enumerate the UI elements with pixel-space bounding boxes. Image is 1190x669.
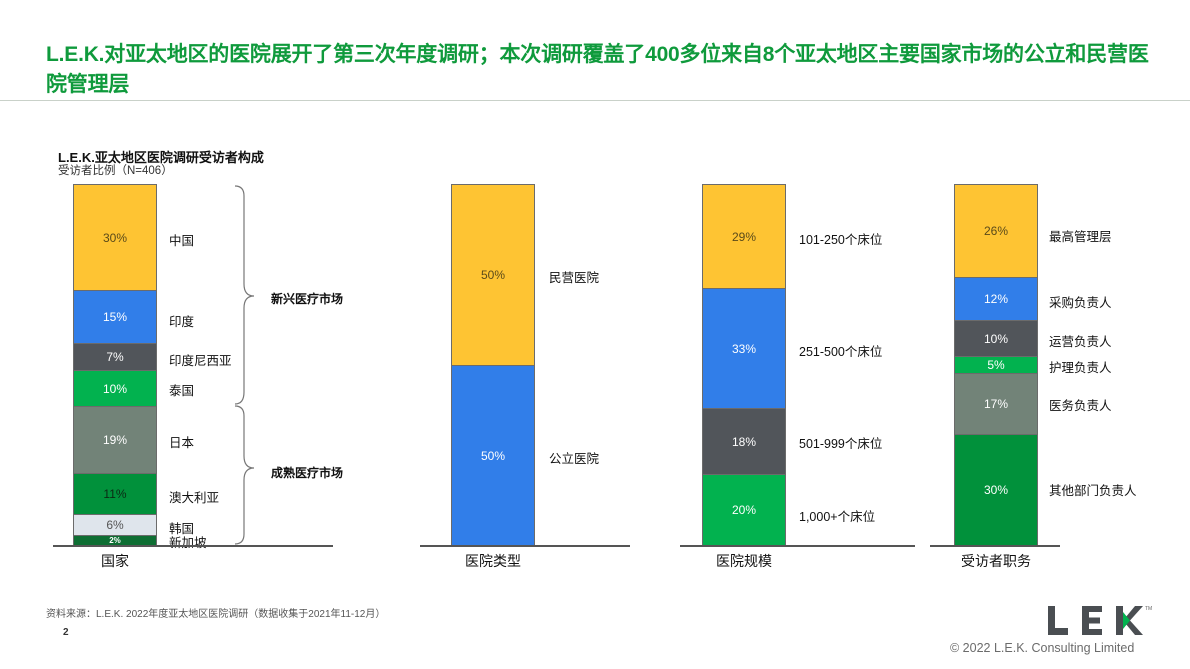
chart-subtitle: 受访者比例（N=406） (58, 165, 173, 177)
legend-label-indonesia: 印度尼西亚 (169, 354, 232, 368)
bar-segment-251-500-beds: 33% (702, 289, 786, 409)
bar-segment-c-suite: 26% (954, 184, 1038, 278)
segment-value: 17% (983, 397, 1009, 411)
segment-value: 6% (106, 518, 124, 532)
legend-label-c-suite: 最高管理层 (1049, 230, 1112, 244)
bar-segment-japan: 19% (73, 407, 157, 474)
bar-segment-private-hospital: 50% (451, 184, 535, 366)
bar-segment-australia: 11% (73, 474, 157, 515)
baseline-hospital-size (680, 545, 915, 547)
axis-label-hospital-type: 医院类型 (465, 553, 521, 569)
curly-brace-icon (234, 185, 255, 545)
segment-value: 50% (480, 448, 506, 463)
source-note: 资料来源：L.E.K. 2022年度亚太地区医院调研（数据收集于2021年11-… (46, 609, 386, 620)
segment-value: 18% (731, 434, 757, 449)
axis-label-country: 国家 (101, 553, 129, 569)
bar-segment-india: 15% (73, 291, 157, 344)
stacked-bar-country: 30% 15% 7% 10% 19% 11% 6% 2% (73, 184, 157, 546)
legend-label-other-dept-head: 其他部门负责人 (1049, 484, 1137, 498)
legend-label-medical-affairs-head: 医务负责人 (1049, 399, 1112, 413)
page-number: 2 (63, 627, 69, 638)
legend-label-thailand: 泰国 (169, 384, 195, 398)
segment-value: 30% (102, 230, 128, 245)
legend-label-251-500-beds: 251-500个床位 (799, 345, 883, 359)
segment-value: 2% (109, 536, 121, 545)
stacked-bar-hospital-size: 29% 33% 18% 20% (702, 184, 786, 546)
segment-value: 11% (103, 487, 127, 501)
chart-title: L.E.K.亚太地区医院调研受访者构成 (58, 150, 264, 165)
bar-segment-1000-plus-beds: 20% (702, 475, 786, 546)
bar-segment-public-hospital: 50% (451, 366, 535, 546)
legend-label-australia: 澳大利亚 (169, 491, 220, 505)
segment-value: 10% (102, 381, 128, 396)
segment-value: 50% (480, 268, 506, 282)
legend-label-501-999-beds: 501-999个床位 (799, 437, 883, 451)
bar-segment-indonesia: 7% (73, 344, 157, 371)
legend-label-china: 中国 (169, 234, 195, 248)
copyright-text: © 2022 L.E.K. Consulting Limited (950, 641, 1135, 655)
segment-value: 20% (731, 503, 757, 517)
page-title: L.E.K.对亚太地区的医院展开了第三次年度调研；本次调研覆盖了400多位来自8… (46, 43, 1149, 96)
bar-segment-thailand: 10% (73, 371, 157, 407)
legend-label-1000-plus-beds: 1,000+个床位 (799, 510, 876, 524)
segment-value: 19% (102, 433, 128, 447)
axis-label-respondent-role: 受访者职务 (961, 553, 1031, 569)
segment-value: 12% (983, 292, 1009, 306)
stacked-bar-hospital-type: 50% 50% (451, 184, 535, 546)
bar-segment-korea: 6% (73, 515, 157, 536)
legend-label-procurement-head: 采购负责人 (1049, 296, 1112, 310)
title-divider (0, 100, 1190, 101)
legend-label-101-250-beds: 101-250个床位 (799, 233, 883, 247)
bar-segment-operations-head: 10% (954, 321, 1038, 357)
group-label-mature-markets: 成熟医疗市场 (271, 466, 344, 480)
segment-value: 29% (731, 229, 757, 244)
bar-segment-china: 30% (73, 184, 157, 291)
bar-segment-101-250-beds: 29% (702, 184, 786, 289)
legend-label-india: 印度 (169, 315, 195, 329)
segment-value: 5% (987, 358, 1005, 372)
segment-value: 33% (731, 341, 757, 356)
legend-label-korea: 韩国 (169, 522, 195, 536)
segment-value: 15% (102, 310, 128, 324)
bar-segment-medical-affairs-head: 17% (954, 374, 1038, 435)
axis-label-hospital-size: 医院规模 (716, 553, 772, 569)
legend-label-public-hospital: 公立医院 (549, 452, 600, 466)
legend-label-singapore: 新加坡 (169, 536, 207, 550)
segment-value: 26% (983, 224, 1009, 238)
legend-label-japan: 日本 (169, 436, 195, 450)
baseline-country (53, 545, 333, 547)
legend-label-nursing-head: 护理负责人 (1049, 361, 1112, 375)
bar-segment-501-999-beds: 18% (702, 409, 786, 475)
bar-segment-nursing-head: 5% (954, 357, 1038, 374)
stacked-bar-respondent-role: 26% 12% 10% 5% 17% 30% (954, 184, 1038, 546)
baseline-hospital-type (420, 545, 630, 547)
baseline-respondent-role (930, 545, 1060, 547)
legend-label-private-hospital: 民营医院 (549, 271, 600, 285)
segment-value: 30% (983, 483, 1009, 497)
segment-value: 7% (106, 350, 124, 364)
bar-segment-procurement-head: 12% (954, 278, 1038, 321)
segment-value: 10% (983, 331, 1009, 346)
svg-text:TM: TM (1145, 606, 1152, 612)
lek-logo-icon: TM (1048, 606, 1152, 635)
legend-label-operations-head: 运营负责人 (1049, 335, 1112, 349)
group-label-emerging-markets: 新兴医疗市场 (271, 292, 344, 306)
bar-segment-other-dept-head: 30% (954, 435, 1038, 546)
